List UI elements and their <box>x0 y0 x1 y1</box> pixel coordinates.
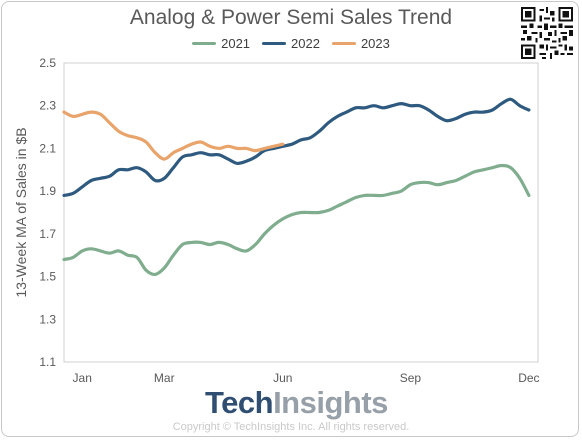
y-axis-label: 13-Week MA of Sales in $B <box>13 127 29 297</box>
x-tick-label: Sep <box>400 371 422 385</box>
legend-swatch <box>192 42 217 45</box>
series-line-2022 <box>62 97 531 197</box>
legend-label: 2021 <box>221 36 251 51</box>
x-tick-label: Jun <box>273 371 292 385</box>
y-tick-label: 2.5 <box>39 56 56 70</box>
x-tick-label: Jan <box>73 371 92 385</box>
legend-label: 2023 <box>360 36 390 51</box>
series-line-2023 <box>62 110 285 161</box>
legend-item-2022: 2022 <box>262 36 320 51</box>
legend-item-2021: 2021 <box>192 36 250 51</box>
y-tick-label: 1.1 <box>39 355 56 369</box>
legend-swatch <box>331 42 356 45</box>
legend-item-2023: 2023 <box>331 36 390 51</box>
brand-logo-part1: Tech <box>205 385 274 420</box>
y-tick-label: 1.9 <box>39 184 56 198</box>
series-line-2021 <box>62 163 531 277</box>
chart-title: Analog & Power Semi Sales Trend <box>129 6 453 29</box>
legend-swatch <box>262 42 287 45</box>
y-tick-label: 1.3 <box>39 312 56 326</box>
y-tick-label: 1.5 <box>39 270 56 284</box>
x-tick-label: Mar <box>154 371 175 385</box>
legend-label: 2022 <box>291 36 320 51</box>
qr-code-icon <box>521 7 573 59</box>
y-tick-label: 2.3 <box>39 99 56 113</box>
copyright-text: Copyright © TechInsights Inc. All rights… <box>172 421 410 433</box>
chart-legend: 2021 2022 2023 <box>0 36 582 51</box>
plot-border <box>63 62 539 363</box>
x-tick-label: Dec <box>518 371 539 385</box>
brand-logo: TechInsights <box>205 385 388 420</box>
y-tick-label: 2.1 <box>39 141 56 155</box>
brand-logo-part2: Insights <box>273 385 388 420</box>
y-tick-label: 1.7 <box>39 227 56 241</box>
